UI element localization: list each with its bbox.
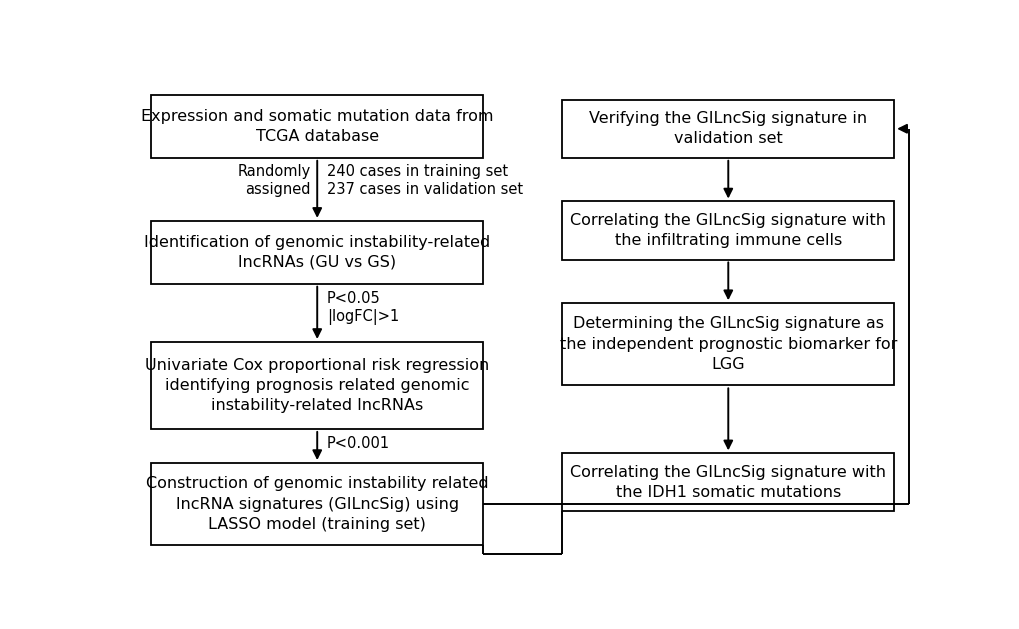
FancyBboxPatch shape (151, 463, 483, 545)
Text: Univariate Cox proportional risk regression
identifying prognosis related genomi: Univariate Cox proportional risk regress… (145, 357, 489, 413)
FancyBboxPatch shape (151, 221, 483, 284)
Text: Correlating the GILncSig signature with
the infiltrating immune cells: Correlating the GILncSig signature with … (570, 213, 886, 248)
FancyBboxPatch shape (561, 201, 894, 260)
FancyBboxPatch shape (561, 303, 894, 386)
Text: Expression and somatic mutation data from
TCGA database: Expression and somatic mutation data fro… (141, 109, 493, 144)
Text: Construction of genomic instability related
lncRNA signatures (GILncSig) using
L: Construction of genomic instability rela… (146, 476, 488, 532)
Text: P<0.001: P<0.001 (326, 436, 389, 451)
Text: Randomly
assigned: Randomly assigned (237, 164, 311, 197)
FancyBboxPatch shape (561, 99, 894, 158)
Text: Verifying the GILncSig signature in
validation set: Verifying the GILncSig signature in vali… (589, 111, 866, 147)
Text: Determining the GILncSig signature as
the independent prognostic biomarker for
L: Determining the GILncSig signature as th… (559, 316, 896, 372)
Text: P<0.05
|logFC|>1: P<0.05 |logFC|>1 (326, 291, 398, 325)
Text: 240 cases in training set
237 cases in validation set: 240 cases in training set 237 cases in v… (326, 164, 523, 197)
FancyBboxPatch shape (151, 342, 483, 429)
FancyBboxPatch shape (151, 95, 483, 158)
Text: Identification of genomic instability-related
lncRNAs (GU vs GS): Identification of genomic instability-re… (144, 235, 490, 270)
Text: Correlating the GILncSig signature with
the IDH1 somatic mutations: Correlating the GILncSig signature with … (570, 465, 886, 500)
FancyBboxPatch shape (561, 454, 894, 511)
